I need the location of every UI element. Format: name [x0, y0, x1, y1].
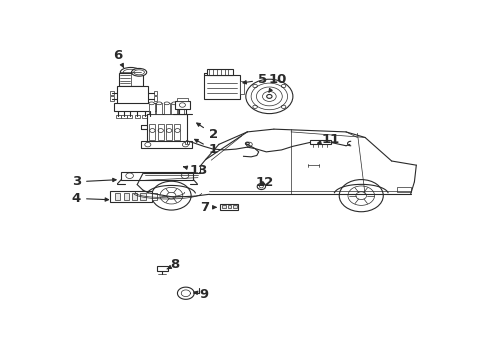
Ellipse shape	[134, 70, 145, 75]
Text: 6: 6	[113, 49, 123, 68]
Bar	[141, 141, 192, 148]
Bar	[172, 103, 177, 114]
Bar	[148, 103, 155, 114]
Bar	[233, 205, 237, 208]
Bar	[310, 140, 331, 144]
Text: 1: 1	[195, 139, 218, 156]
Bar	[147, 114, 187, 143]
Bar	[119, 73, 143, 86]
Bar	[227, 205, 231, 208]
Ellipse shape	[149, 102, 154, 105]
Bar	[177, 98, 188, 101]
Ellipse shape	[157, 102, 162, 105]
Bar	[132, 193, 137, 199]
Text: 12: 12	[255, 176, 273, 189]
Text: 13: 13	[184, 164, 208, 177]
Ellipse shape	[123, 69, 138, 75]
Text: 5: 5	[243, 73, 267, 86]
Bar	[110, 96, 114, 101]
Bar	[153, 96, 157, 101]
Text: 8: 8	[167, 258, 179, 271]
Bar	[123, 193, 129, 199]
Ellipse shape	[164, 102, 170, 105]
Text: 11: 11	[318, 133, 340, 146]
Bar	[240, 81, 245, 94]
Bar	[115, 193, 121, 199]
Bar	[142, 115, 147, 118]
Bar	[110, 191, 151, 202]
Bar	[157, 266, 168, 270]
Bar	[164, 103, 170, 114]
Bar	[121, 172, 194, 180]
Bar	[220, 204, 238, 210]
Bar	[135, 115, 140, 118]
Bar	[156, 103, 162, 114]
Text: 3: 3	[72, 175, 116, 188]
Bar	[121, 115, 126, 118]
Bar	[149, 123, 155, 140]
Bar	[222, 205, 226, 208]
Bar	[204, 75, 240, 99]
Bar	[148, 115, 153, 118]
Bar	[178, 103, 184, 114]
Bar	[153, 91, 157, 95]
Bar	[116, 115, 121, 118]
Ellipse shape	[121, 67, 141, 77]
Bar	[207, 69, 233, 75]
Bar	[397, 187, 411, 192]
Ellipse shape	[172, 102, 177, 105]
Bar	[110, 91, 114, 95]
Text: 2: 2	[197, 123, 218, 141]
Text: 10: 10	[269, 73, 287, 92]
Text: 4: 4	[72, 192, 108, 205]
Ellipse shape	[131, 68, 147, 76]
Bar	[166, 123, 172, 140]
Ellipse shape	[178, 102, 184, 105]
Bar	[158, 123, 164, 140]
Bar	[127, 115, 132, 118]
Bar	[185, 141, 189, 144]
Bar	[115, 103, 156, 111]
Bar	[118, 86, 148, 105]
Text: 7: 7	[200, 201, 216, 214]
Bar	[174, 123, 180, 140]
Bar	[175, 101, 190, 109]
Bar	[140, 193, 146, 199]
Text: 9: 9	[194, 288, 208, 301]
Bar	[151, 193, 157, 199]
